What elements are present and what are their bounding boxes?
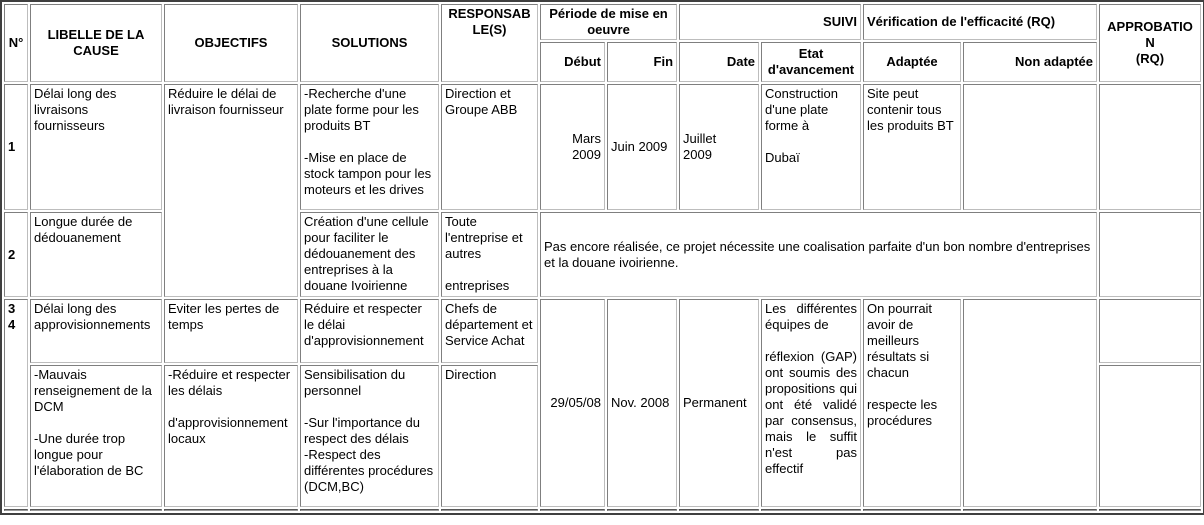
cell-r34-date: Permanent [679, 299, 760, 507]
table-row-2: 2 Longue durée de dédouanement Création … [4, 212, 1202, 297]
header-cell-periode: Période de mise en oeuvre [540, 4, 678, 40]
header-cell-adaptee: Adaptée [863, 42, 962, 82]
cell-r34-non-adaptee-empty [963, 299, 1098, 507]
spacer-cell [300, 509, 439, 511]
header-row-2: Début Fin Date Etat d'avancement Adaptée… [4, 42, 1201, 82]
cell-r4-libelle: -Mauvais renseignement de la DCM -Une du… [30, 365, 162, 507]
cell-r4-responsables: Direction [441, 365, 538, 507]
cell-r1-non-adaptee-empty [963, 84, 1098, 210]
cell-r4-approbation-empty [1099, 365, 1202, 507]
cell-r2-libelle: Longue durée de dédouanement [30, 212, 162, 297]
spacer-cell [30, 509, 162, 511]
spacer-row [4, 509, 1202, 511]
cell-r34-debut: 29/05/08 [540, 299, 605, 507]
spacer-cell [679, 509, 760, 511]
spacer-cell [164, 509, 298, 511]
cell-r34-etat: Les différentes équipes de réflexion (GA… [761, 299, 862, 507]
cell-r34-fin: Nov. 2008 [607, 299, 678, 507]
header-row-1: N° LIBELLE DE LA CAUSE OBJECTIFS SOLUTIO… [4, 4, 1202, 82]
cell-r1-solutions: -Recherche d'une plate forme pour les pr… [300, 84, 439, 210]
cell-r1-num: 1 [4, 84, 28, 210]
cell-r3-objectifs: Eviter les pertes de temps [164, 299, 298, 363]
cell-r34-num: 3 4 [4, 299, 28, 507]
spacer-cell [4, 509, 28, 511]
cell-r3-solutions: Réduire et respecter le délai d'approvis… [300, 299, 439, 363]
spacer-cell [441, 509, 538, 511]
header-cell-objectifs: OBJECTIFS [164, 4, 298, 82]
spacer-cell [1099, 509, 1202, 511]
cell-r1-adaptee: Site peut contenir tous les produits BT [863, 84, 962, 210]
cell-r3-approbation-empty [1099, 299, 1202, 363]
cell-r3-responsables: Chefs de département et Service Achat [441, 299, 538, 363]
cell-r1-date: Juillet 2009 [679, 84, 760, 210]
header-cell-suivi: SUIVI [679, 4, 862, 40]
cell-r2-solutions: Création d'une cellule pour faciliter le… [300, 212, 439, 297]
cell-r2-num: 2 [4, 212, 28, 297]
header-cell-libelle: LIBELLE DE LA CAUSE [30, 4, 162, 82]
header-cell-num: N° [4, 4, 28, 82]
cell-r4-solutions: Sensibilisation du personnel -Sur l'impo… [300, 365, 439, 507]
cell-r1-responsables: Direction et Groupe ABB [441, 84, 538, 210]
spacer-cell [607, 509, 678, 511]
header-cell-etat: Etat d'avancement [761, 42, 862, 82]
cell-r3-libelle: Délai long des approvisionnements [30, 299, 162, 363]
header-cell-fin: Fin [607, 42, 678, 82]
header-cell-verification: Vérification de l'efficacité (RQ) [863, 4, 1098, 40]
header-cell-non-adaptee: Non adaptée [963, 42, 1098, 82]
table-row-4: -Mauvais renseignement de la DCM -Une du… [4, 365, 1202, 507]
cell-r1-debut: Mars 2009 [540, 84, 605, 210]
header-cell-approbation: APPROBATION (RQ) [1099, 4, 1202, 82]
cell-r4-objectifs: -Réduire et respecter les délais d'appro… [164, 365, 298, 507]
cell-r34-adaptee: On pourrait avoir de meilleurs résultats… [863, 299, 962, 507]
cell-r1-objectifs: Réduire le délai de livraison fournisseu… [164, 84, 298, 297]
header-cell-responsables: RESPONSABLE(S) [441, 4, 538, 82]
table-row-3: 3 4 Délai long des approvisionnements Ev… [4, 299, 1202, 507]
spacer-cell [540, 509, 605, 511]
header-cell-date: Date [679, 42, 760, 82]
cell-r2-note: Pas encore réalisée, ce projet nécessite… [540, 212, 1098, 297]
spacer-cell [761, 509, 862, 511]
header-cell-debut: Début [540, 42, 605, 82]
cell-r1-etat: Construction d'une plate forme à Dubaï [761, 84, 862, 210]
spacer-cell [863, 509, 962, 511]
spacer-cell [963, 509, 1098, 511]
cell-r1-libelle: Délai long des livraisons fournisseurs [30, 84, 162, 210]
cell-r1-approbation-empty [1099, 84, 1202, 210]
cell-r2-responsables: Toute l'entreprise et autres entreprises [441, 212, 538, 297]
table-row-1: 1 Délai long des livraisons fournisseurs… [4, 84, 1202, 297]
cell-r2-approbation-empty [1099, 212, 1202, 297]
cell-r1-fin: Juin 2009 [607, 84, 678, 210]
header-cell-solutions: SOLUTIONS [300, 4, 439, 82]
